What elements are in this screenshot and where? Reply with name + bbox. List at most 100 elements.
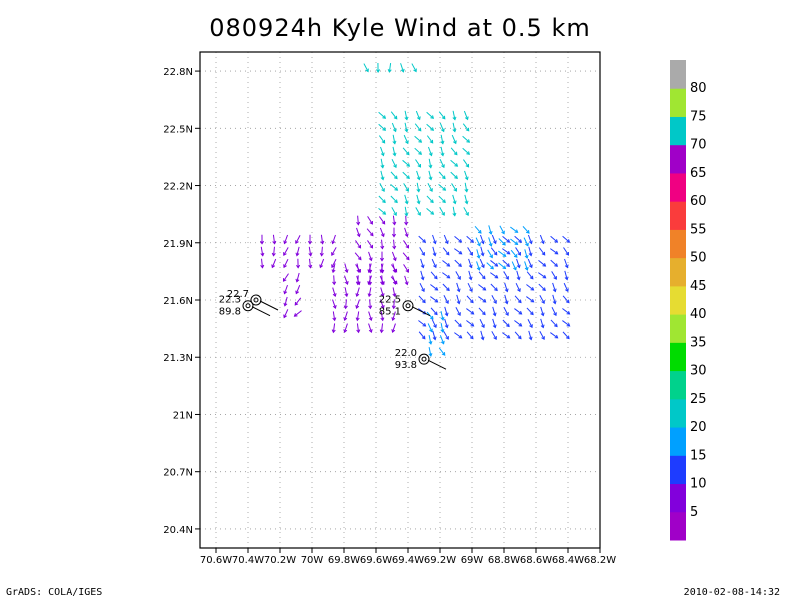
wind-vector-head (418, 139, 423, 143)
x-tick-label: 70.2W (264, 555, 296, 566)
wind-vector (295, 235, 301, 244)
wind-vector (510, 238, 518, 245)
wind-vector (294, 310, 302, 317)
wind-vector-head (530, 311, 534, 316)
wind-vector-head (356, 221, 361, 226)
wind-vector-head (392, 281, 397, 285)
wind-vector-head (502, 265, 507, 270)
wind-vector (379, 183, 385, 192)
storm-pressure-label: 85.1 (379, 307, 401, 318)
wind-vector-head (553, 276, 557, 280)
wind-vector-head (542, 263, 547, 267)
wind-vector (464, 194, 468, 204)
wind-vector-head (517, 252, 521, 256)
wind-vector-head (404, 116, 409, 121)
wind-vector-head (393, 212, 397, 216)
x-tick-label: 69.8W (328, 555, 360, 566)
wind-vector (378, 111, 386, 119)
colorbar-swatch (670, 116, 686, 146)
wind-vector (480, 234, 484, 244)
wind-vector (392, 311, 396, 321)
wind-vector-head (441, 175, 446, 180)
wind-vector-head (393, 175, 398, 180)
wind-vector (416, 182, 420, 192)
wind-vector (562, 235, 570, 243)
wind-vector (426, 207, 434, 215)
wind-vector (480, 330, 484, 340)
storm-marker-center (421, 356, 427, 362)
wind-vector (369, 299, 371, 309)
wind-vector-head (380, 152, 385, 157)
wind-vector (503, 271, 509, 280)
wind-vector (488, 237, 492, 247)
wind-vector (514, 331, 522, 339)
wind-vector-head (442, 187, 447, 191)
wind-vector-head (452, 212, 457, 217)
wind-vector-head (513, 266, 517, 271)
colorbar-label: 10 (690, 477, 707, 492)
wind-vector (380, 311, 384, 321)
wind-vector (538, 283, 546, 291)
wind-vector-head (453, 140, 457, 145)
wind-vector (391, 207, 397, 216)
wind-vector (332, 234, 336, 244)
wind-vector (420, 258, 424, 268)
wind-vector-head (380, 233, 385, 238)
wind-vector-head (428, 352, 433, 357)
wind-vector-head (554, 239, 559, 243)
wind-vector-head (295, 240, 299, 245)
colorbar-label: 15 (690, 448, 707, 463)
wind-vector-head (493, 336, 497, 340)
wind-vector-head (332, 317, 337, 322)
wind-vector-head (454, 163, 459, 167)
wind-vector (345, 299, 347, 309)
wind-vector (426, 135, 434, 144)
wind-vector-head (393, 115, 398, 120)
colorbar-label: 20 (690, 420, 707, 435)
wind-vector (502, 259, 510, 267)
wind-vector-head (367, 269, 372, 274)
wind-vector (526, 296, 534, 303)
wind-vector-head (283, 240, 288, 245)
wind-vector-head (380, 317, 385, 322)
wind-vector-head (464, 176, 469, 181)
wind-vector (539, 295, 545, 304)
wind-vector-head (382, 199, 386, 204)
wind-vector-head (416, 200, 421, 205)
x-tick-label: 70.4W (232, 555, 264, 566)
wind-vector-head (494, 263, 499, 267)
wind-vector (478, 271, 486, 280)
wind-vector (466, 320, 474, 327)
wind-vector (426, 195, 434, 203)
wind-vector-head (331, 329, 336, 334)
wind-vector (515, 247, 521, 256)
wind-vector (392, 287, 396, 297)
wind-vector (402, 159, 410, 167)
wind-vector (420, 270, 424, 280)
wind-vector (538, 247, 546, 256)
wind-vector-head (517, 335, 522, 340)
wind-vector-head (505, 312, 509, 317)
wind-vector (431, 318, 437, 328)
wind-vector-head (369, 232, 374, 237)
wind-vector-head (404, 221, 409, 226)
wind-vector-head (493, 251, 498, 256)
wind-vector (390, 183, 398, 191)
wind-vector (380, 170, 384, 180)
wind-vector-head (295, 252, 300, 257)
wind-vector-head (272, 240, 277, 245)
wind-vector-head (404, 128, 409, 133)
wind-vector (562, 331, 570, 339)
storm-marker-ring (402, 300, 414, 312)
wind-vector (392, 323, 396, 333)
y-tick-label: 22.8N (163, 67, 193, 78)
wind-vector (283, 247, 289, 256)
wind-vector (510, 226, 518, 233)
wind-vector (490, 272, 498, 279)
storm-marker-ring (418, 353, 430, 365)
wind-vector (416, 170, 420, 180)
wind-vector-head (392, 128, 397, 133)
wind-vector (414, 135, 422, 143)
wind-vector (478, 307, 486, 315)
wind-vector-head (406, 163, 411, 167)
